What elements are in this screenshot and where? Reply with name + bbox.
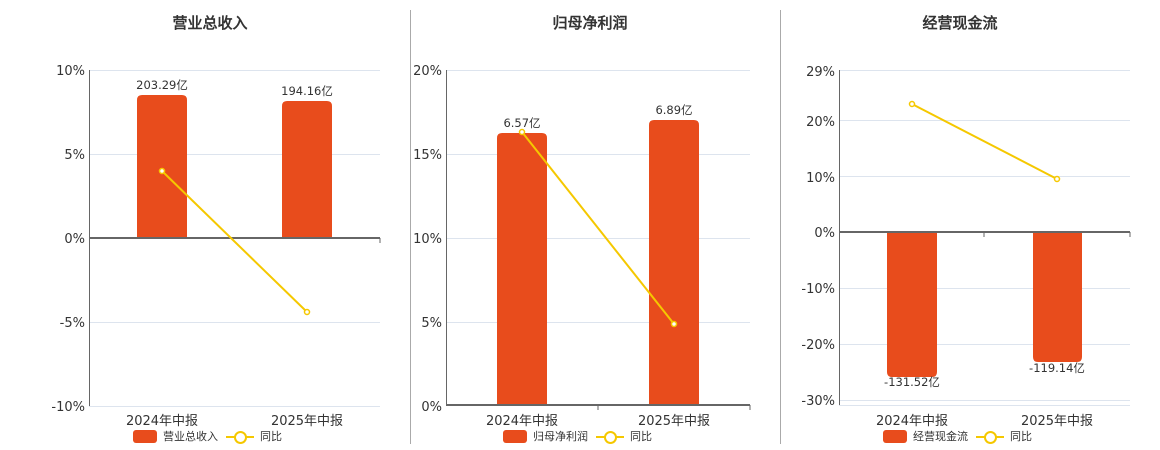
legend-bar-label[interactable]: 营业总收入	[163, 430, 218, 443]
svg-text:2025年中报: 2025年中报	[638, 414, 710, 429]
legend-bar-swatch[interactable]	[883, 429, 907, 443]
bar-2024	[887, 232, 937, 377]
chart-plot: 10% 5% 0% -5% -10% 203.29亿 194.16亿 2024年…	[51, 64, 381, 429]
chart-panel-revenue: 营业总收入 10% 5% 0% -5% -10% 203.29亿 194.16亿…	[0, 0, 400, 450]
chart-panel-net-profit: 归母净利润 20% 15% 10% 5% 0% 6.57亿 6.89亿 2024…	[400, 0, 780, 450]
chart-title: 经营现金流	[922, 14, 998, 32]
svg-text:-131.52亿: -131.52亿	[884, 375, 940, 389]
svg-text:-10%: -10%	[51, 400, 85, 415]
svg-text:0%: 0%	[814, 226, 835, 241]
legend-line-label[interactable]: 同比	[260, 430, 282, 443]
bar-2024	[497, 133, 547, 405]
svg-text:15%: 15%	[413, 148, 442, 163]
chart-legend: 经营现金流 同比	[883, 428, 1032, 444]
svg-text:2024年中报: 2024年中报	[486, 414, 558, 429]
svg-text:0%: 0%	[421, 400, 442, 415]
svg-text:20%: 20%	[413, 64, 442, 79]
legend-line-icon[interactable]	[976, 430, 1004, 444]
svg-text:2025年中报: 2025年中报	[271, 414, 343, 429]
svg-text:5%: 5%	[421, 316, 442, 331]
bar-2025	[282, 101, 332, 238]
svg-text:10%: 10%	[56, 64, 85, 79]
chart-title: 归母净利润	[552, 14, 628, 32]
svg-text:-30%: -30%	[801, 394, 835, 409]
panel-divider	[410, 10, 411, 444]
svg-text:10%: 10%	[806, 171, 835, 186]
chart-title: 营业总收入	[172, 14, 248, 32]
svg-text:2024年中报: 2024年中报	[126, 414, 198, 429]
legend-line-icon[interactable]	[596, 430, 624, 444]
chart-plot: 20% 15% 10% 5% 0% 6.57亿 6.89亿 2024年中报 20…	[413, 64, 751, 429]
svg-text:20%: 20%	[806, 115, 835, 130]
svg-text:0%: 0%	[64, 232, 85, 247]
chart-panel-operating-cashflow: 经营现金流 29% 20% 10% 0% -10% -20% -30% -131…	[780, 0, 1160, 450]
legend-bar-swatch[interactable]	[133, 429, 157, 443]
svg-text:-119.14亿: -119.14亿	[1029, 361, 1085, 375]
legend-line-icon[interactable]	[226, 430, 254, 444]
svg-text:-5%: -5%	[60, 316, 85, 331]
legend-bar-label[interactable]: 归母净利润	[533, 430, 588, 443]
svg-text:29%: 29%	[806, 65, 835, 80]
bar-2024	[137, 95, 187, 238]
svg-text:-20%: -20%	[801, 338, 835, 353]
legend-bar-label[interactable]: 经营现金流	[913, 430, 968, 443]
legend-line-label[interactable]: 同比	[630, 430, 652, 443]
svg-text:2025年中报: 2025年中报	[1021, 414, 1093, 429]
bar-2025	[1033, 232, 1082, 362]
svg-text:194.16亿: 194.16亿	[281, 84, 333, 98]
svg-text:5%: 5%	[64, 148, 85, 163]
chart-legend: 归母净利润 同比	[503, 428, 652, 444]
legend-bar-swatch[interactable]	[503, 429, 527, 443]
svg-text:6.89亿: 6.89亿	[655, 103, 692, 117]
panel-divider	[780, 10, 781, 444]
bar-2025	[649, 120, 699, 405]
svg-text:2024年中报: 2024年中报	[876, 414, 948, 429]
svg-text:6.57亿: 6.57亿	[503, 116, 540, 130]
svg-text:10%: 10%	[413, 232, 442, 247]
chart-legend: 营业总收入 同比	[133, 428, 282, 444]
chart-plot: 29% 20% 10% 0% -10% -20% -30% -131.52亿 -…	[801, 65, 1131, 429]
legend-line-label[interactable]: 同比	[1010, 430, 1032, 443]
svg-text:203.29亿: 203.29亿	[136, 78, 188, 92]
svg-text:-10%: -10%	[801, 282, 835, 297]
